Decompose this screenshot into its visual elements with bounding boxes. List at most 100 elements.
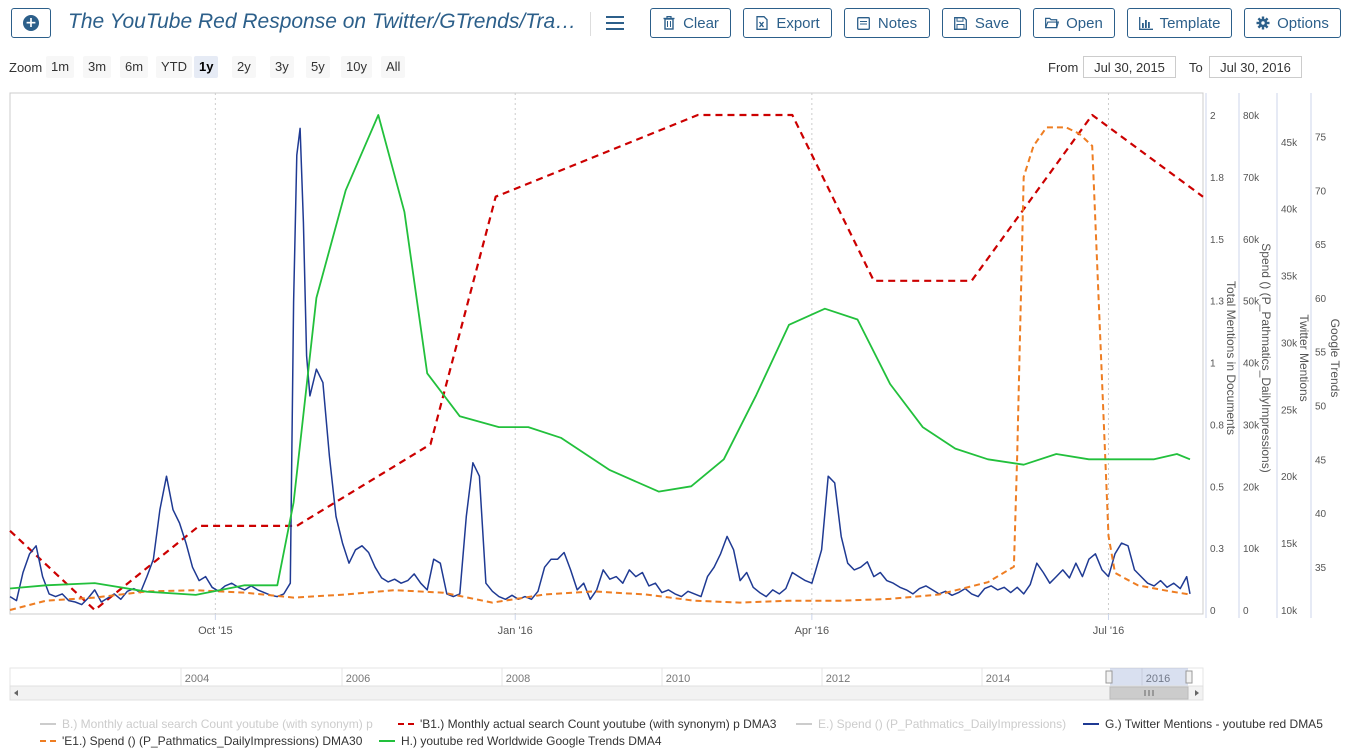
legend-swatch — [1083, 723, 1099, 725]
y-tick-label-gtrends: 35 — [1315, 563, 1327, 574]
zoom-button-6m[interactable]: 6m — [120, 56, 149, 78]
options-button[interactable]: Options — [1244, 8, 1341, 38]
y-tick-label-gtrends: 45 — [1315, 455, 1327, 466]
axis-title-spend: Spend () (P_Pathmatics_DailyImpressions) — [1259, 243, 1273, 472]
legend-label: 'B1.) Monthly actual search Count youtub… — [420, 717, 777, 731]
legend-label: H.) youtube red Worldwide Google Trends … — [401, 734, 662, 748]
navigator-year-label: 2010 — [666, 673, 690, 685]
zoom-button-3m[interactable]: 3m — [83, 56, 112, 78]
y-tick-label-spend: 50k — [1243, 297, 1260, 308]
series-line-gtrends[interactable] — [9, 114, 1191, 596]
navigator-left-handle[interactable] — [1105, 670, 1113, 684]
scrollbar-track[interactable] — [9, 685, 1204, 701]
y-tick-label-spend: 70k — [1243, 173, 1260, 184]
navigator-year-label: 2006 — [346, 673, 370, 685]
y-tick-label-spend: 40k — [1243, 359, 1260, 370]
open-button[interactable]: Open — [1033, 8, 1115, 38]
clear-button-label: Clear — [683, 14, 719, 32]
y-tick-label-spend: 30k — [1243, 420, 1260, 431]
save-button-label: Save — [974, 14, 1010, 32]
y-tick-label-gtrends: 40 — [1315, 509, 1327, 520]
clear-button[interactable]: Clear — [650, 8, 731, 38]
legend-item[interactable]: E.) Spend () (P_Pathmatics_DailyImpressi… — [796, 717, 1066, 731]
export-button-label: Export — [776, 14, 820, 32]
y-tick-label-twitter: 15k — [1281, 539, 1298, 550]
series-line-twitter[interactable] — [9, 127, 1191, 606]
navigator-right-handle[interactable] — [1185, 670, 1193, 684]
y-tick-label-gtrends: 75 — [1315, 133, 1327, 144]
excel-file-icon — [755, 16, 769, 30]
plot-area — [9, 92, 1204, 615]
x-tick-label: Jan '16 — [498, 625, 533, 637]
zoom-button-3y[interactable]: 3y — [270, 56, 294, 78]
zoom-button-ytd[interactable]: YTD — [156, 56, 192, 78]
open-button-label: Open — [1066, 14, 1103, 32]
legend-item[interactable]: G.) Twitter Mentions - youtube red DMA5 — [1083, 717, 1323, 731]
legend: B.) Monthly actual search Count youtube … — [0, 714, 1351, 753]
y-tick-label-mentions: 0.8 — [1210, 420, 1224, 431]
zoom-button-5y[interactable]: 5y — [306, 56, 330, 78]
y-tick-label-twitter: 45k — [1281, 138, 1298, 149]
y-tick-label-spend: 80k — [1243, 111, 1260, 122]
series-line-spend[interactable] — [9, 126, 1191, 611]
y-tick-label-mentions: 0.3 — [1210, 544, 1224, 555]
y-tick-label-twitter: 35k — [1281, 272, 1298, 283]
zoom-button-2y[interactable]: 2y — [232, 56, 256, 78]
folder-open-icon — [1045, 16, 1060, 30]
zoom-button-10y[interactable]: 10y — [341, 56, 372, 78]
y-tick-label-mentions: 1.8 — [1210, 173, 1224, 184]
y-tick-label-twitter: 25k — [1281, 405, 1298, 416]
zoom-toolbar: Zoom 1m 3m 6m YTD 1y 2y 3y 5y 10y All Fr… — [0, 54, 1351, 80]
save-button[interactable]: Save — [942, 8, 1021, 38]
legend-label: 'E1.) Spend () (P_Pathmatics_DailyImpres… — [62, 734, 363, 748]
scroll-left-arrow-icon[interactable] — [14, 690, 18, 696]
export-button[interactable]: Export — [743, 8, 832, 38]
bar-chart-icon — [1138, 16, 1153, 30]
from-date-input[interactable] — [1083, 56, 1176, 78]
navigator-year-label: 2012 — [826, 673, 850, 685]
series-line-mentions[interactable] — [9, 113, 1204, 612]
y-tick-label-gtrends: 55 — [1315, 348, 1327, 359]
legend-item[interactable]: B.) Monthly actual search Count youtube … — [40, 717, 373, 731]
legend-swatch — [796, 723, 812, 725]
y-tick-label-gtrends: 50 — [1315, 402, 1327, 413]
axis-title-mentions: Total Mentions in Documents — [1224, 281, 1238, 435]
zoom-button-all[interactable]: All — [381, 56, 406, 78]
page-title: The YouTube Red Response on Twitter/GTre… — [68, 10, 578, 33]
hamburger-menu-icon[interactable] — [606, 16, 624, 30]
scroll-right-arrow-icon[interactable] — [1195, 690, 1199, 696]
navigator-year-label: 2016 — [1146, 673, 1170, 685]
zoom-label: Zoom — [9, 60, 43, 75]
zoom-button-1y[interactable]: 1y — [194, 56, 219, 78]
legend-item[interactable]: 'B1.) Monthly actual search Count youtub… — [398, 717, 776, 731]
navigator-year-label: 2008 — [506, 673, 530, 685]
zoom-button-1m[interactable]: 1m — [46, 56, 75, 78]
template-button-label: Template — [1159, 14, 1221, 32]
note-icon — [857, 16, 871, 30]
chart: Oct '15 Jan '16 Apr '16 Jul '16 0 0.3 0.5 0.8 1 1… — [9, 92, 1342, 701]
to-date-input[interactable] — [1209, 56, 1302, 78]
notes-button-label: Notes — [877, 14, 918, 32]
y-tick-label-gtrends: 65 — [1315, 240, 1327, 251]
notes-button[interactable]: Notes — [844, 8, 930, 38]
y-tick-label-spend: 10k — [1243, 544, 1260, 555]
x-tick-label: Oct '15 — [198, 625, 233, 637]
legend-item[interactable]: 'E1.) Spend () (P_Pathmatics_DailyImpres… — [40, 734, 362, 748]
template-button[interactable]: Template — [1127, 8, 1232, 38]
navigator-year-label: 2014 — [986, 673, 1010, 685]
y-tick-label-mentions: 0 — [1210, 606, 1216, 617]
legend-label: E.) Spend () (P_Pathmatics_DailyImpressi… — [818, 717, 1067, 731]
floppy-disk-icon — [954, 16, 968, 30]
legend-swatch — [379, 740, 395, 742]
y-tick-label-mentions: 1.5 — [1210, 235, 1224, 246]
y-tick-label-gtrends: 60 — [1315, 294, 1327, 305]
x-tick-label: Apr '16 — [795, 625, 830, 637]
add-series-button[interactable]: + — [11, 8, 51, 38]
header: + The YouTube Red Response on Twitter/GT… — [0, 0, 1351, 46]
toolbar-divider — [590, 12, 591, 36]
to-label: To — [1189, 60, 1203, 75]
y-tick-label-spend: 60k — [1243, 235, 1260, 246]
legend-item[interactable]: H.) youtube red Worldwide Google Trends … — [379, 734, 662, 748]
gear-icon — [1256, 16, 1270, 30]
legend-swatch — [398, 723, 414, 725]
